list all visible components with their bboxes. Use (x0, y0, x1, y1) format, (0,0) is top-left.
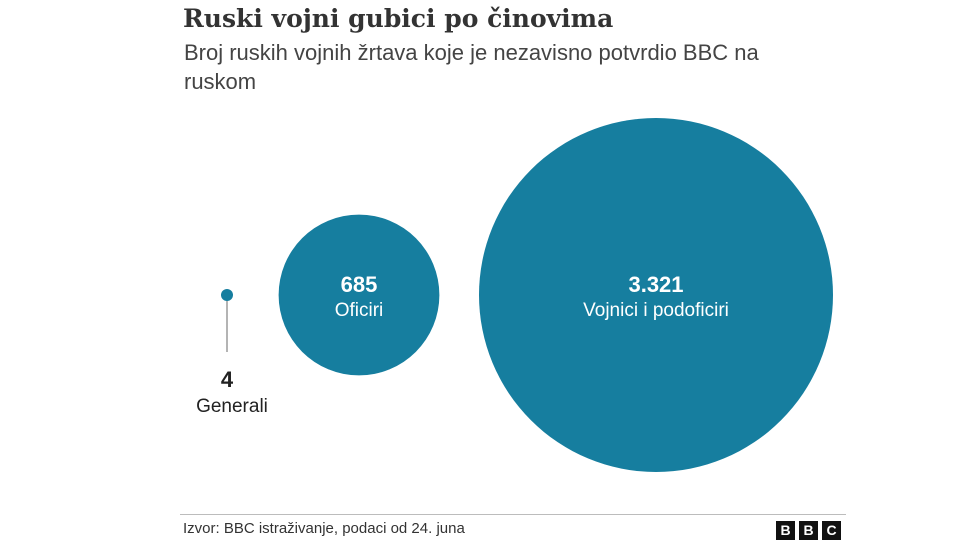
bubble-value-vojnici-i-podoficiri: 3.321 (628, 272, 683, 297)
source-note: Izvor: BBC istraživanje, podaci od 24. j… (183, 520, 465, 537)
bubble-label-vojnici-i-podoficiri: Vojnici i podoficiri (583, 300, 729, 321)
bubble-value-generali: 4 (221, 367, 234, 392)
bubble-generali (221, 289, 233, 301)
bbc-logo-letter: B (799, 521, 818, 540)
bubble-label-oficiri: Oficiri (335, 300, 384, 321)
bubble-label-generali: Generali (196, 396, 268, 417)
chart-title: Ruski vojni gubici po činovima (183, 4, 614, 33)
bbc-logo-letter: B (776, 521, 795, 540)
chart-subtitle: Broj ruskih vojnih žrtava koje je nezavi… (184, 40, 759, 94)
footer-divider (180, 514, 846, 515)
bubble-value-oficiri: 685 (341, 272, 378, 297)
bubble-oficiri (278, 214, 440, 376)
bubble-vojnici-i-podoficiri (479, 118, 833, 472)
bbc-logo-letter: C (822, 521, 841, 540)
bbc-logo: B B C (776, 521, 841, 540)
